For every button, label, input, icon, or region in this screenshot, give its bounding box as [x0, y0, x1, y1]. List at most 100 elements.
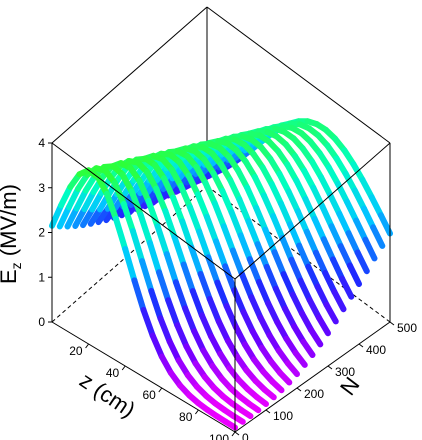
field-curve-segment [262, 226, 278, 256]
field-curve-segment [249, 328, 265, 351]
z-axis-tick [158, 387, 163, 393]
e-axis-label: Ez (MV/m) [0, 184, 24, 284]
field-curve-segment [289, 291, 305, 317]
n-axis-tick [234, 431, 240, 436]
field-curve-segment [197, 271, 213, 302]
field-curve-segment [270, 213, 286, 241]
e-axis-tick-label: 0 [38, 315, 45, 329]
z-axis-tick-label: 20 [69, 344, 83, 358]
field-curve-segment [139, 258, 155, 294]
field-curve-segment [248, 294, 264, 321]
z-axis-tick [85, 343, 89, 349]
field-curve-segment [301, 167, 317, 191]
field-curve-segment [158, 353, 174, 376]
field-curve-segment [205, 254, 221, 286]
field-curve-segment [218, 161, 234, 183]
field-curve-segment [284, 360, 300, 378]
field-curve-segment [113, 215, 129, 252]
field-curve-segment [259, 164, 275, 188]
field-curve-segment [80, 206, 96, 229]
field-curve-segment [359, 176, 375, 201]
field-curve-segment [263, 263, 279, 292]
box-edge-front-top-left [51, 142, 236, 280]
box-edge-back-floor-right [206, 185, 391, 323]
field-curve-segment [156, 269, 172, 304]
field-curve-segment [188, 244, 204, 277]
field-curve-segment [237, 232, 253, 263]
field-curve-segment [202, 180, 218, 207]
field-curve-segment [303, 228, 319, 256]
field-curve-segment [136, 177, 152, 204]
field-curve-segment [308, 158, 324, 181]
field-curve-segment [362, 236, 378, 262]
field-curve-segment [331, 288, 347, 313]
field-curve-segment [183, 343, 199, 367]
field-curve-segment [268, 181, 284, 207]
field-curve-segment [229, 247, 246, 278]
field-curve-segment [240, 309, 256, 335]
field-curve-segment [172, 279, 189, 312]
z-axis-tick [194, 409, 199, 415]
field-curve-segment [203, 213, 220, 245]
field-curve-segment [122, 246, 138, 284]
field-curve-segment [271, 249, 287, 278]
field-curve-segment [276, 170, 292, 195]
field-curve-segment [137, 212, 153, 246]
field-curve-segment [222, 418, 238, 431]
field-curve-segment [285, 188, 301, 215]
field-curve-segment [318, 174, 334, 198]
e-axis-tick-label: 4 [38, 136, 45, 150]
field-curve-segment [200, 347, 216, 369]
field-curve-segment [211, 200, 227, 230]
field-curve-segment [177, 182, 193, 211]
field-curve-segment [337, 243, 353, 269]
field-curve-segment [328, 223, 344, 250]
field-curve-segment [191, 328, 207, 354]
n-axis-tick-label: 400 [366, 343, 386, 357]
field-curve-segment [215, 318, 231, 344]
field-curve-segment [180, 261, 196, 295]
field-curve-segment [277, 369, 293, 386]
field-curve-segment [342, 170, 358, 194]
field-curve-segment [73, 187, 89, 212]
field-curve-segment [149, 332, 165, 360]
field-curve-segment [311, 215, 327, 243]
field-curve-segment [327, 191, 343, 217]
field-curve-segment [234, 167, 251, 191]
z-axis-tick [231, 431, 236, 437]
field-curve-segment [320, 236, 336, 263]
field-curve-segment [288, 256, 304, 284]
n-axis-tick-label: 300 [335, 365, 355, 379]
field-curve-segment [368, 194, 384, 219]
field-curve-segment [165, 297, 181, 329]
field-curve-segment [81, 189, 97, 213]
field-curve-segment [185, 172, 201, 198]
e-axis-tick-label: 2 [38, 226, 45, 240]
field-curve-segment [119, 171, 135, 195]
box-edge-back-top-left [51, 6, 208, 144]
field-curve [49, 167, 238, 431]
field-curve-segment [346, 262, 362, 287]
field-curve-segment [294, 208, 310, 235]
field-curve-segment [306, 297, 322, 321]
field-curve-segment [277, 200, 293, 228]
field-curve-segment [189, 288, 205, 319]
field-curve [87, 155, 277, 401]
field-curve-segment [168, 166, 184, 189]
field-curve-segment [225, 337, 241, 360]
field-curve-segment [300, 338, 316, 358]
field-curve-segment [94, 173, 110, 197]
n-axis-tick [358, 343, 364, 348]
field-curve-segment [236, 196, 252, 225]
field-curve-segment [194, 191, 210, 220]
field-curve-segment [336, 210, 352, 237]
field-curve-segment [315, 314, 331, 337]
field-curve-segment [377, 212, 393, 237]
field-curve-segment [251, 173, 267, 199]
box-edge-back-top-right [206, 6, 391, 144]
field-curve-segment [179, 218, 195, 251]
field-curve-segment [282, 305, 298, 330]
field-curve [64, 163, 254, 420]
field-curve-segment [193, 163, 209, 186]
